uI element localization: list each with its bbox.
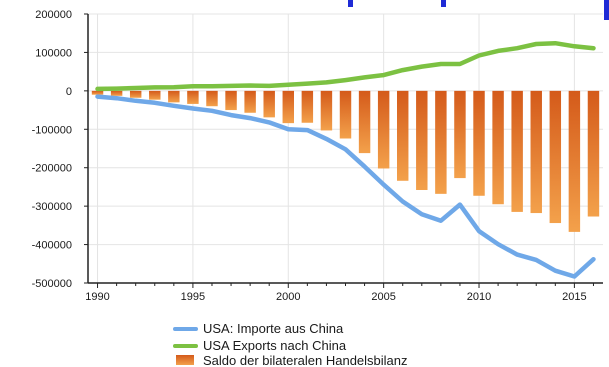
bar-1991 [110, 90, 123, 96]
bar-2015 [568, 90, 581, 232]
bar-2009 [454, 90, 466, 179]
bar-1996 [206, 90, 218, 107]
y-tick-label: 0 [66, 86, 72, 98]
x-tick-label: 2010 [467, 291, 491, 303]
bar-2007 [416, 90, 428, 191]
y-tick-label: -500000 [32, 278, 72, 290]
bar-2013 [530, 90, 542, 214]
legend-label-balance: Saldo der bilateralen Handelsbilanz [203, 353, 408, 367]
bar-2011 [492, 90, 504, 205]
x-tick-label: 2005 [371, 291, 395, 303]
bar-2010 [473, 90, 485, 196]
exports-line [95, 40, 596, 92]
trade-lines [95, 40, 596, 279]
x-tick-labels: 1990 1995 2000 2005 2010 2015 [85, 291, 586, 303]
bar-2000 [282, 90, 294, 124]
legend: USA: Importe aus China USA Exports nach … [173, 321, 408, 367]
axes [84, 13, 603, 288]
bar-1992 [129, 90, 142, 98]
bar-1999 [263, 90, 275, 118]
bar-1998 [244, 90, 256, 113]
cropped-mark-edge [604, 0, 609, 20]
x-tick-label: 1990 [85, 291, 109, 303]
bar-1994 [168, 90, 180, 103]
bar-2008 [435, 90, 447, 194]
bar-2014 [549, 90, 562, 224]
y-tick-label: -300000 [32, 201, 72, 213]
balance-bars [91, 90, 600, 232]
x-tick-label: 2015 [562, 291, 586, 303]
bar-2006 [397, 90, 409, 181]
bar-2012 [511, 90, 523, 212]
legend-label-imports: USA: Importe aus China [203, 321, 344, 336]
bar-2005 [377, 90, 390, 169]
bar-2004 [358, 90, 371, 154]
y-tick-label: -100000 [32, 124, 72, 136]
imports-line [95, 94, 596, 279]
y-tick-label: -400000 [32, 240, 72, 252]
bar-1990 [91, 90, 104, 95]
bar-1993 [149, 90, 161, 100]
x-tick-label: 2000 [276, 291, 300, 303]
cropped-mark-left [348, 0, 353, 7]
y-tick-labels: 200000 100000 0 -100000 -200000 -300000 -40000… [32, 9, 72, 290]
bar-1995 [187, 90, 199, 104]
bar-1997 [225, 90, 237, 111]
x-tick-label: 1995 [181, 291, 205, 303]
bar-2002 [320, 90, 333, 131]
bar-2016 [587, 90, 600, 217]
cropped-mark-right [441, 0, 446, 7]
legend-swatch-balance [176, 355, 194, 365]
y-tick-label: -200000 [32, 163, 72, 175]
legend-label-exports: USA Exports nach China [203, 338, 347, 353]
bar-2001 [301, 90, 314, 123]
y-tick-label: 100000 [35, 47, 72, 59]
bar-2003 [339, 90, 352, 139]
y-tick-label: 200000 [35, 9, 72, 21]
